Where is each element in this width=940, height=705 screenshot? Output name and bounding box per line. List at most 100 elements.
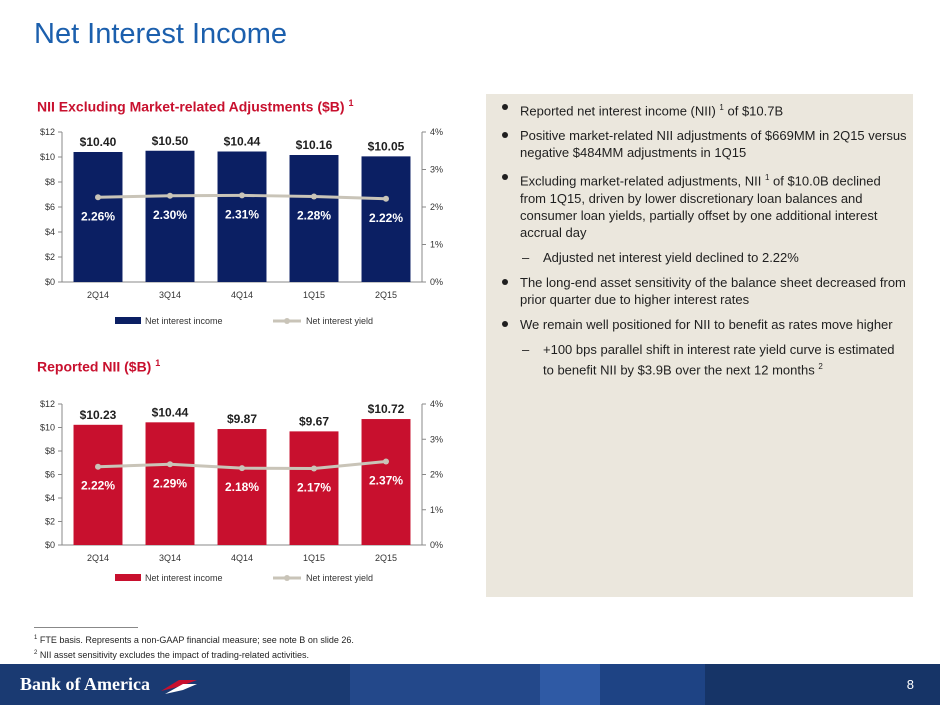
footnotes: 1 FTE basis. Represents a non-GAAP finan… <box>34 632 354 662</box>
y-tick-label-right: 4% <box>430 127 443 137</box>
y-tick-label-left: $0 <box>45 277 55 287</box>
bullet-text-cont: of $10.0B declined from 1Q15, driven by … <box>520 173 881 240</box>
bar-4Q14 <box>217 429 267 545</box>
yield-value-label: 2.17% <box>297 481 331 495</box>
bullet-5: The long-end asset sensitivity of the ba… <box>498 274 908 308</box>
footnote-2: 2 NII asset sensitivity excludes the imp… <box>34 647 354 662</box>
footnote-divider <box>34 627 138 628</box>
bar-2Q15 <box>361 156 411 282</box>
yield-value-label: 2.28% <box>297 209 331 223</box>
y-tick-label-left: $8 <box>45 177 55 187</box>
footnote-2-text: NII asset sensitivity excludes the impac… <box>37 650 309 660</box>
x-tick-label: 4Q14 <box>231 553 253 563</box>
dash-icon: – <box>522 249 530 265</box>
x-tick-label: 2Q14 <box>87 290 109 300</box>
bullet-text: The long-end asset sensitivity of the ba… <box>520 274 906 307</box>
commentary-panel <box>486 94 913 597</box>
x-tick-label: 2Q15 <box>375 553 397 563</box>
bar-1Q15 <box>289 155 339 282</box>
x-tick-label: 4Q14 <box>231 290 253 300</box>
bullet-text-cont: of $10.7B <box>723 103 784 119</box>
y-tick-label-left: $12 <box>40 127 55 137</box>
y-tick-label-left: $10 <box>40 152 55 162</box>
footnote-1: 1 FTE basis. Represents a non-GAAP finan… <box>34 632 354 647</box>
commentary-bullets: Reported net interest income (NII) 1 of … <box>498 99 908 386</box>
sub-bullet-4: – Adjusted net interest yield declined to… <box>498 249 908 266</box>
bar-2Q14 <box>73 152 123 282</box>
yield-point <box>311 465 317 472</box>
x-tick-label: 1Q15 <box>303 553 325 563</box>
yield-point <box>167 192 173 199</box>
y-tick-label-left: $8 <box>45 446 55 456</box>
yield-point <box>95 463 101 470</box>
bullet-dot-icon <box>502 278 508 285</box>
page-title: Net Interest Income <box>34 18 288 50</box>
yield-value-label: 2.30% <box>153 208 187 222</box>
bullet-text: Excluding market-related adjustments, NI… <box>520 173 765 189</box>
footer-band-4 <box>705 664 940 705</box>
bar-2Q14 <box>73 424 123 545</box>
footer-band-3 <box>600 664 705 705</box>
y-tick-label-left: $2 <box>45 252 55 262</box>
bar-value-label: $10.50 <box>152 134 189 148</box>
legend-swatch-income <box>115 574 141 581</box>
sub-bullet-7: – +100 bps parallel shift in interest rat… <box>498 341 908 378</box>
bullet-text: Positive market-related NII adjustments … <box>520 128 907 161</box>
flag-icon <box>160 679 197 694</box>
x-tick-label: 3Q14 <box>159 290 181 300</box>
y-tick-label-right: 2% <box>430 470 443 480</box>
footnote-2-number: 2 <box>34 650 38 656</box>
y-tick-label-left: $2 <box>45 517 55 527</box>
chart-2-title-footnote: 1 <box>155 358 161 368</box>
yield-value-label: 2.37% <box>369 473 403 487</box>
yield-value-label: 2.29% <box>153 476 187 490</box>
bullet-1: Reported net interest income (NII) 1 of … <box>498 99 908 119</box>
bullet-footnote: 1 <box>764 173 770 183</box>
yield-value-label: 2.31% <box>225 207 259 221</box>
chart-2-reported-nii: $0 $2 $4 $6 $8 $10 $12 0% 1% 2% 3% 4% $10.23 2Q14 $10.… <box>40 399 443 583</box>
chart-1-title-footnote: 1 <box>348 98 354 108</box>
x-tick-label: 2Q15 <box>375 290 397 300</box>
bar-1Q15 <box>289 431 339 545</box>
y-tick-label-left: $6 <box>45 470 55 480</box>
yield-point <box>383 458 389 465</box>
footnote-1-text: FTE basis. Represents a non-GAAP financi… <box>37 635 354 645</box>
brand-logo-text: Bank of America <box>20 674 150 694</box>
bar-value-label: $9.87 <box>227 412 257 426</box>
legend-marker-yield <box>284 318 290 324</box>
footer-bar: Bank of America 8 <box>0 664 940 705</box>
bar-2Q15 <box>361 419 411 545</box>
bar-value-label: $9.67 <box>299 414 329 428</box>
y-tick-label-right: 4% <box>430 399 443 409</box>
bar-value-label: $10.23 <box>80 408 117 422</box>
yield-point <box>167 461 173 468</box>
yield-point <box>239 192 245 199</box>
x-tick-label: 1Q15 <box>303 290 325 300</box>
bullet-dot-icon <box>502 104 508 110</box>
chart-2-title: Reported NII ($B) 1 <box>37 358 160 375</box>
y-tick-label-right: 3% <box>430 165 443 175</box>
bullet-dot-icon <box>502 132 508 139</box>
footer-band-2 <box>540 664 600 705</box>
y-tick-label-right: 1% <box>430 240 443 250</box>
bar-3Q14 <box>145 150 195 282</box>
yield-value-label: 2.18% <box>225 480 259 494</box>
yield-point <box>311 193 317 200</box>
bullet-text: +100 bps parallel shift in interest rate… <box>543 341 895 377</box>
bar-value-label: $10.44 <box>152 405 189 419</box>
legend-label-income: Net interest income <box>145 316 223 326</box>
yield-point <box>239 465 245 472</box>
chart-1-nii-excluding-adjustments: $0 $2 $4 $6 $8 $10 $12 0% 1% 2% 3% 4% $10.40 2Q14 $10.… <box>40 127 443 326</box>
bullet-footnote: 2 <box>818 361 823 371</box>
yield-value-label: 2.22% <box>81 479 115 493</box>
brand-logo: Bank of America <box>20 674 199 695</box>
y-tick-label-left: $4 <box>45 493 55 503</box>
y-tick-label-left: $6 <box>45 202 55 212</box>
yield-point <box>95 194 101 201</box>
y-tick-label-right: 2% <box>430 202 443 212</box>
chart-1-title-text: NII Excluding Market-related Adjustments… <box>37 98 345 115</box>
legend-swatch-income <box>115 317 141 324</box>
bullet-dot-icon <box>502 174 508 181</box>
bar-value-label: $10.05 <box>368 139 405 153</box>
bullet-2: Positive market-related NII adjustments … <box>498 127 908 161</box>
